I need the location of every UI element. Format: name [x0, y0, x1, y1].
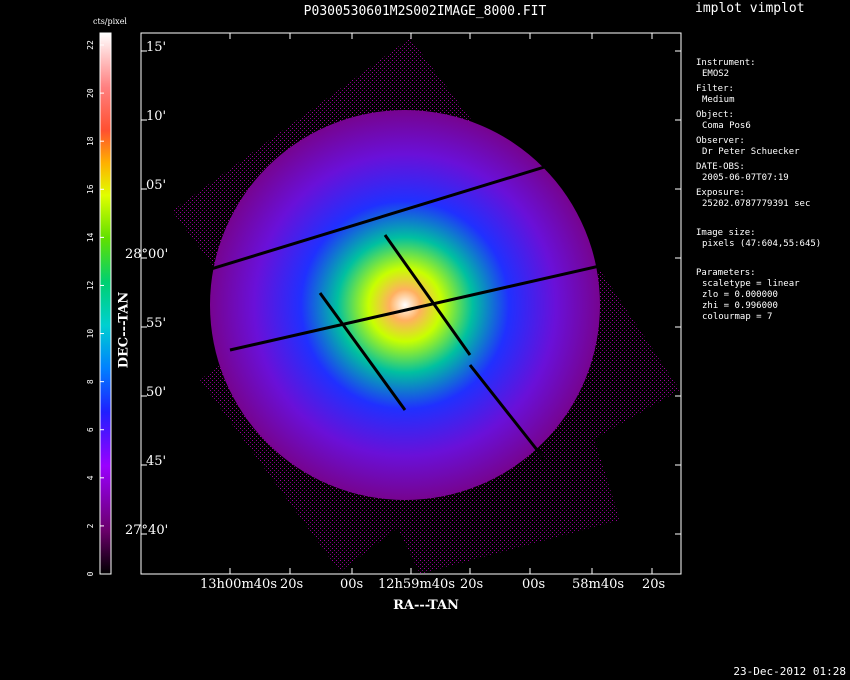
observer-value: Dr Peter Schuecker [702, 147, 800, 157]
instrument-value: EMOS2 [702, 69, 730, 79]
imagesize-value: pixels (47:604,55:645) [702, 239, 822, 249]
object-value: Coma Pos6 [702, 121, 751, 131]
x-tick-label: 20s [280, 577, 304, 592]
exposure-label: Exposure: [696, 188, 745, 198]
param-scaletype: scaletype = linear [702, 279, 800, 289]
y-tick-label-major: 27°40' [125, 523, 169, 538]
y-tick-label: 45' [146, 454, 167, 469]
image-title: P0300530601M2S002IMAGE_8000.FIT [303, 4, 547, 19]
y-tick-label-major: 28°00' [125, 247, 169, 262]
colorbar-tick-label: 12 [86, 280, 95, 290]
y-axis-label: DEC---TAN [116, 291, 132, 369]
colorbar-tick-label: 2 [86, 523, 95, 528]
date-label: DATE-OBS: [696, 162, 745, 172]
colorbar-tick-label: 0 [86, 571, 95, 576]
instrument-label: Instrument: [696, 58, 756, 68]
x-tick-label: 12h59m40s [378, 577, 455, 592]
colorbar-tick-label: 14 [86, 232, 95, 242]
exposure-value: 25202.0787779391 sec [702, 199, 811, 209]
y-tick-label: 50' [146, 385, 167, 400]
timestamp: 23-Dec-2012 01:28 [733, 665, 846, 678]
colorbar-tick-label: 8 [86, 379, 95, 384]
imagesize-label: Image size: [696, 228, 756, 238]
colorbar-tick-label: 16 [86, 184, 95, 194]
colorbar-tick-label: 18 [86, 136, 95, 146]
colorbar-ticks: 0 2 4 6 8 10 12 14 16 18 20 22 [86, 40, 104, 576]
x-axis-label: RA---TAN [393, 598, 459, 613]
x-tick-label: 20s [460, 577, 484, 592]
colorbar-tick-label: 20 [86, 88, 95, 98]
object-label: Object: [696, 110, 734, 120]
field-of-view [210, 110, 600, 500]
x-tick-label: 20s [642, 577, 666, 592]
colorbar-tick-label: 6 [86, 427, 95, 432]
y-tick-label: 05' [146, 178, 167, 193]
date-value: 2005-06-07T07:19 [702, 173, 789, 183]
param-zhi: zhi = 0.996000 [702, 301, 778, 311]
colorbar-unit-label: cts/pixel [93, 17, 127, 26]
colorbar-tick-label: 10 [86, 329, 95, 339]
y-ticks [141, 50, 681, 535]
filter-value: Medium [702, 95, 735, 105]
x-tick-label: 13h00m40s [200, 577, 277, 592]
param-colourmap: colourmap = 7 [702, 312, 773, 322]
x-tick-label: 58m40s [572, 577, 625, 592]
x-ticks [229, 33, 653, 574]
task-title: implot vimplot [695, 1, 805, 16]
info-panel: Instrument: EMOS2 Filter: Medium Object: Co… [696, 58, 821, 327]
y-tick-label: 15' [146, 40, 167, 55]
parameters-label: Parameters: [696, 268, 756, 278]
colorbar-tick-label: 4 [86, 475, 95, 480]
x-tick-label: 00s [340, 577, 364, 592]
colorbar [99, 32, 112, 575]
colorbar-tick-label: 22 [86, 40, 95, 50]
y-tick-label: 10' [146, 109, 167, 124]
param-zlo: zlo = 0.000000 [702, 290, 778, 300]
y-tick-label: 55' [146, 316, 167, 331]
filter-label: Filter: [696, 84, 734, 94]
x-tick-label: 00s [522, 577, 546, 592]
observer-label: Observer: [696, 136, 745, 146]
